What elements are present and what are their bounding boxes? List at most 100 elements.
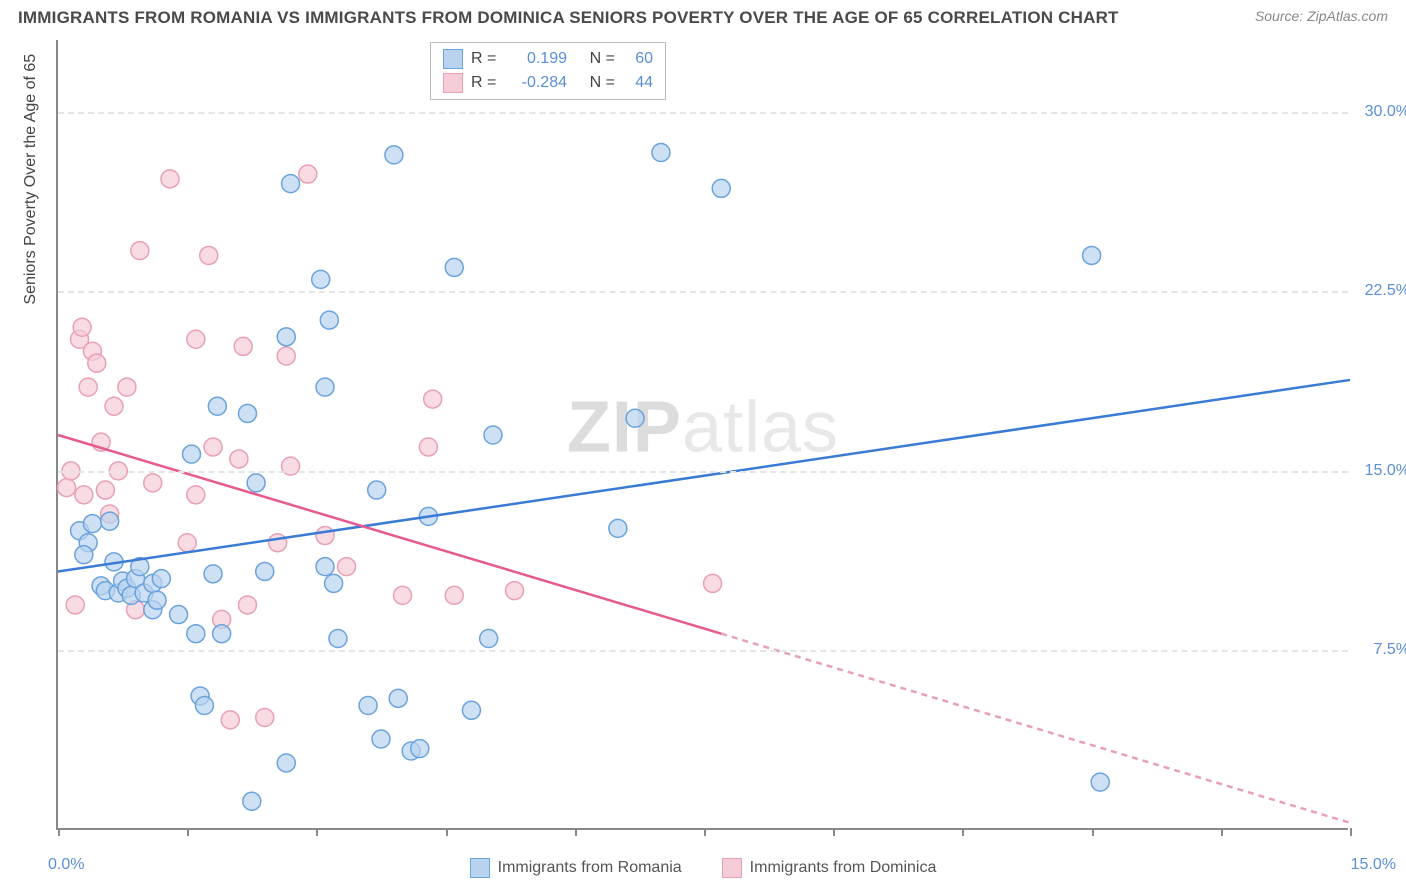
data-point xyxy=(243,792,261,810)
data-point xyxy=(480,629,498,647)
data-point xyxy=(75,486,93,504)
chart-plot-area: ZIPatlas 7.5%15.0%22.5%30.0% xyxy=(56,40,1348,830)
data-point xyxy=(312,270,330,288)
x-tick xyxy=(1092,828,1094,836)
data-point xyxy=(282,175,300,193)
data-point xyxy=(1083,246,1101,264)
series-legend: Immigrants from Romania Immigrants from … xyxy=(0,858,1406,878)
data-point xyxy=(183,445,201,463)
r-label: R = xyxy=(471,71,499,95)
data-point xyxy=(424,390,442,408)
n-label: N = xyxy=(575,47,615,71)
x-tick xyxy=(962,828,964,836)
data-point xyxy=(234,337,252,355)
data-point xyxy=(419,438,437,456)
data-point xyxy=(652,144,670,162)
romania-n-value: 60 xyxy=(623,47,653,71)
x-tick xyxy=(575,828,577,836)
r-label: R = xyxy=(471,47,499,71)
dominica-r-value: -0.284 xyxy=(507,71,567,95)
data-point xyxy=(256,562,274,580)
data-point xyxy=(204,438,222,456)
data-point xyxy=(320,311,338,329)
x-tick xyxy=(704,828,706,836)
data-point xyxy=(238,596,256,614)
data-point xyxy=(329,629,347,647)
x-tick xyxy=(316,828,318,836)
data-point xyxy=(96,481,114,499)
data-point xyxy=(385,146,403,164)
data-point xyxy=(238,404,256,422)
data-point xyxy=(221,711,239,729)
scatter-svg xyxy=(58,40,1348,828)
data-point xyxy=(704,574,722,592)
data-point xyxy=(88,354,106,372)
legend-row-dominica: R = -0.284 N = 44 xyxy=(443,71,653,95)
n-label: N = xyxy=(575,71,615,95)
source-name: ZipAtlas.com xyxy=(1307,8,1388,24)
grid-line xyxy=(58,471,1348,473)
data-point xyxy=(204,565,222,583)
data-point xyxy=(161,170,179,188)
data-point xyxy=(208,397,226,415)
data-point xyxy=(389,689,407,707)
data-point xyxy=(609,519,627,537)
legend-item-dominica: Immigrants from Dominica xyxy=(722,858,937,878)
data-point xyxy=(506,582,524,600)
x-tick xyxy=(187,828,189,836)
data-point xyxy=(445,258,463,276)
data-point xyxy=(101,512,119,530)
romania-label: Immigrants from Romania xyxy=(498,859,682,877)
data-point xyxy=(152,570,170,588)
grid-line xyxy=(58,650,1348,652)
data-point xyxy=(58,479,76,497)
data-point xyxy=(187,625,205,643)
x-tick xyxy=(1350,828,1352,836)
data-point xyxy=(316,527,334,545)
data-point xyxy=(411,740,429,758)
data-point xyxy=(368,481,386,499)
data-point xyxy=(316,378,334,396)
data-point xyxy=(200,246,218,264)
romania-swatch xyxy=(443,49,463,69)
source-label: Source: ZipAtlas.com xyxy=(1255,8,1388,24)
data-point xyxy=(394,586,412,604)
data-point xyxy=(213,625,231,643)
data-point xyxy=(187,330,205,348)
romania-r-value: 0.199 xyxy=(507,47,567,71)
trend-line xyxy=(721,634,1350,823)
data-point xyxy=(256,708,274,726)
correlation-legend: R = 0.199 N = 60 R = -0.284 N = 44 xyxy=(430,42,666,100)
chart-title: IMMIGRANTS FROM ROMANIA VS IMMIGRANTS FR… xyxy=(18,8,1119,28)
data-point xyxy=(83,515,101,533)
data-point xyxy=(73,318,91,336)
data-point xyxy=(79,378,97,396)
legend-item-romania: Immigrants from Romania xyxy=(470,858,682,878)
data-point xyxy=(247,474,265,492)
data-point xyxy=(131,242,149,260)
data-point xyxy=(277,328,295,346)
data-point xyxy=(118,378,136,396)
data-point xyxy=(462,701,480,719)
y-tick-label: 15.0% xyxy=(1355,462,1406,480)
data-point xyxy=(269,534,287,552)
data-point xyxy=(148,591,166,609)
data-point xyxy=(484,426,502,444)
y-tick-label: 30.0% xyxy=(1355,103,1406,121)
x-tick xyxy=(1221,828,1223,836)
data-point xyxy=(445,586,463,604)
data-point xyxy=(170,606,188,624)
romania-swatch xyxy=(470,858,490,878)
data-point xyxy=(372,730,390,748)
dominica-swatch xyxy=(443,73,463,93)
data-point xyxy=(1091,773,1109,791)
y-axis-label: Seniors Poverty Over the Age of 65 xyxy=(22,54,40,305)
data-point xyxy=(316,558,334,576)
data-point xyxy=(75,546,93,564)
dominica-n-value: 44 xyxy=(623,71,653,95)
data-point xyxy=(66,596,84,614)
x-tick xyxy=(833,828,835,836)
dominica-label: Immigrants from Dominica xyxy=(750,859,937,877)
data-point xyxy=(277,754,295,772)
y-tick-label: 22.5% xyxy=(1355,282,1406,300)
